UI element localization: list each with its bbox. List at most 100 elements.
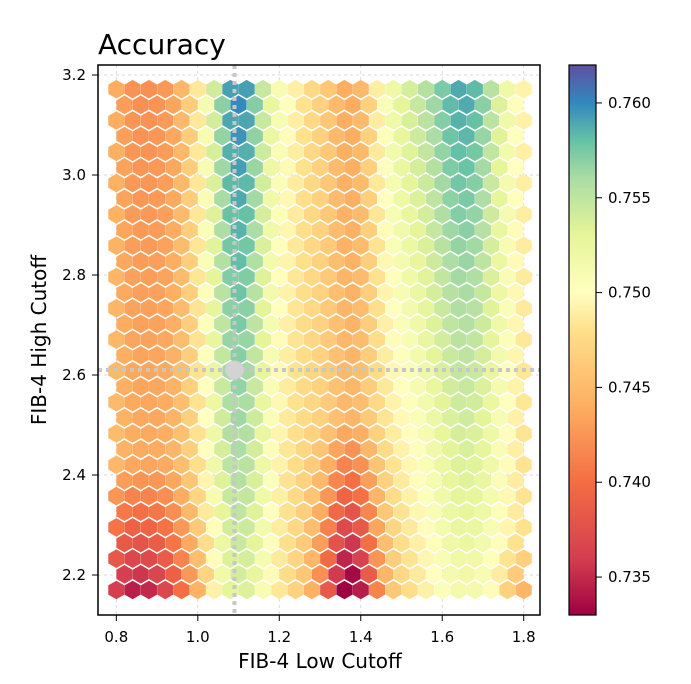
hex-bin <box>173 111 190 130</box>
hex-bin <box>165 95 182 115</box>
hex-bin <box>206 236 223 255</box>
hex-bin <box>401 361 418 381</box>
hex-bin <box>124 236 141 255</box>
hex-bin <box>491 439 508 459</box>
hex-bin <box>173 173 190 193</box>
hex-bin <box>393 283 410 302</box>
hex-bin <box>352 424 369 443</box>
hex-bin <box>271 424 288 443</box>
hex-bin <box>515 392 532 412</box>
hex-bin <box>189 236 206 255</box>
hex-bin <box>426 314 443 334</box>
hex-bin <box>442 95 459 115</box>
hex-bin <box>417 299 434 318</box>
hex-bin <box>246 158 263 177</box>
hex-bin <box>189 299 206 318</box>
hex-bin <box>320 392 337 412</box>
hex-bin <box>149 314 166 334</box>
hex-bin <box>426 345 443 365</box>
hex-bin <box>328 439 345 459</box>
hex-bin <box>108 392 125 412</box>
hex-bin <box>165 502 182 522</box>
hex-bin <box>238 580 255 600</box>
hex-bin <box>344 439 361 459</box>
hex-bin <box>434 549 451 568</box>
hex-bin <box>124 173 141 193</box>
hex-bin <box>287 173 304 193</box>
hex-bin <box>189 424 206 443</box>
hex-bin <box>132 439 149 459</box>
hex-bin <box>328 471 345 490</box>
hex-bin <box>458 283 475 302</box>
hex-bin <box>442 126 459 146</box>
hex-bin <box>352 486 369 506</box>
hex-bin <box>458 502 475 522</box>
hex-bin <box>417 361 434 381</box>
hex-bin <box>116 408 133 428</box>
hex-bin <box>165 283 182 302</box>
hex-bin <box>279 345 296 365</box>
hex-bin <box>149 533 166 553</box>
hex-bin <box>214 189 231 209</box>
hex-bin <box>311 345 329 365</box>
hex-bin <box>417 205 434 224</box>
colorbar-frame <box>568 64 597 616</box>
hex-bin <box>426 126 443 146</box>
hex-bin <box>165 471 182 490</box>
hex-bin <box>442 471 459 490</box>
hex-bin <box>124 267 141 287</box>
hex-bin <box>458 439 475 459</box>
hex-bin <box>214 377 231 396</box>
hex-bin <box>434 392 451 412</box>
hex-bin <box>238 549 255 568</box>
hex-bin <box>417 111 434 130</box>
hex-bin <box>499 142 516 162</box>
hex-bin <box>466 299 483 318</box>
hex-bin <box>499 455 516 475</box>
hex-bin <box>116 471 133 490</box>
hex-bin <box>385 518 402 537</box>
hex-bin <box>458 533 475 553</box>
hex-bin <box>124 486 141 506</box>
hex-bin <box>246 408 263 428</box>
hex-bin <box>393 189 410 209</box>
hex-bin <box>409 377 426 396</box>
hex-bin <box>385 173 402 193</box>
hex-bin <box>466 173 483 193</box>
hex-bin <box>238 267 255 287</box>
hex-bin <box>214 283 231 302</box>
hex-bin <box>140 236 157 255</box>
hex-bin <box>336 518 353 537</box>
hex-bin <box>320 330 337 349</box>
x-axis: 0.8 1.0 1.2 1.4 1.6 1.8 <box>104 615 536 646</box>
hex-bin <box>157 299 174 318</box>
hex-bin <box>417 142 434 162</box>
hex-bin <box>149 345 166 365</box>
hex-bin <box>426 252 443 271</box>
hex-bin <box>311 533 329 553</box>
hex-bin <box>320 267 337 287</box>
hex-bin <box>140 173 157 193</box>
hex-bin <box>263 158 280 177</box>
hex-bin <box>238 142 255 162</box>
hex-bin <box>108 486 125 506</box>
hex-bin <box>483 111 500 130</box>
colorbar-tick-label-2: 0.745 <box>608 378 651 396</box>
hex-bin <box>238 392 255 412</box>
hex-bin <box>173 330 190 349</box>
hex-bin <box>515 549 532 568</box>
hex-bin <box>157 486 174 506</box>
hex-bin <box>401 518 418 537</box>
hex-bin <box>165 252 182 271</box>
hex-bin <box>466 486 483 506</box>
hex-bin <box>499 205 516 224</box>
hex-bin <box>377 439 394 459</box>
hex-bin <box>466 142 483 162</box>
hex-bin <box>157 392 174 412</box>
hex-bin <box>491 502 508 522</box>
hex-bin <box>336 236 353 255</box>
hex-bin <box>417 518 434 537</box>
hex-bin <box>442 408 459 428</box>
hex-bin <box>246 189 263 209</box>
